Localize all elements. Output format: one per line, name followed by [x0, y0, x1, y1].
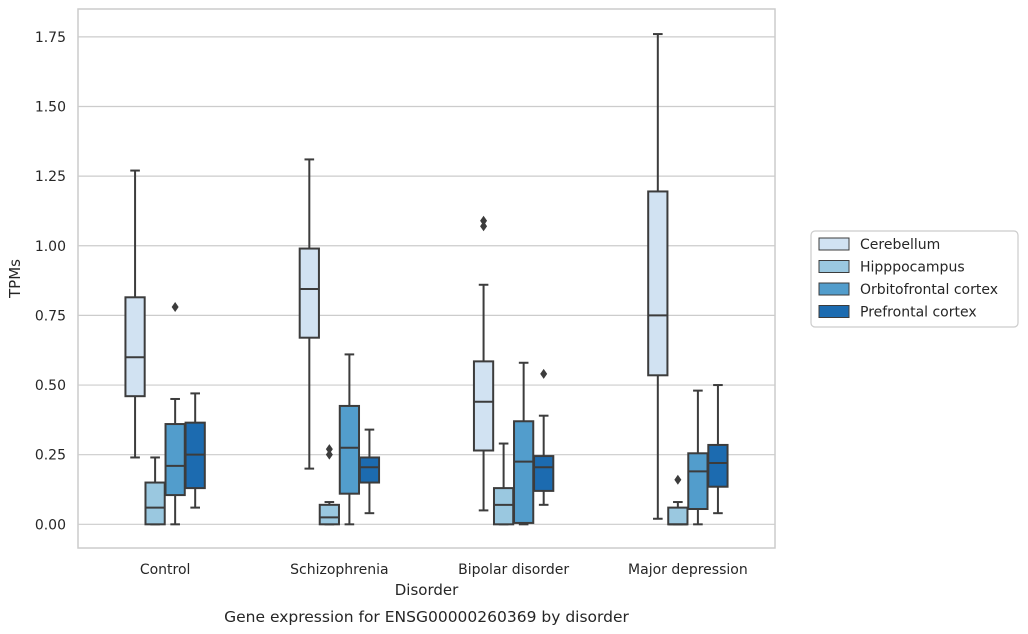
outlier-point — [674, 474, 682, 485]
outlier-point — [540, 368, 548, 379]
legend-swatch — [818, 305, 850, 318]
y-tick-label: 1.00 — [35, 239, 66, 255]
box-2-2 — [513, 361, 535, 526]
box-iqr — [667, 506, 689, 526]
box-0-1 — [144, 456, 166, 526]
box-3-2 — [687, 389, 709, 526]
outlier-point — [480, 215, 488, 226]
box-iqr — [647, 190, 669, 377]
box-3-0 — [647, 33, 669, 520]
x-tick-label: Control — [140, 562, 191, 578]
x-tick-label: Schizophrenia — [290, 562, 388, 578]
x-tick-label: Major depression — [628, 562, 748, 578]
legend-swatch — [818, 260, 850, 273]
legend-label: Hipppocampus — [860, 260, 965, 276]
y-tick-label: 1.25 — [35, 169, 66, 185]
y-tick-label: 0.00 — [35, 517, 66, 533]
outlier-point — [325, 444, 333, 455]
chart-caption: Gene expression for ENSG00000260369 by d… — [224, 608, 629, 626]
box-0-0 — [124, 169, 146, 459]
y-tick-label: 0.75 — [35, 308, 66, 324]
legend-swatch — [818, 282, 850, 296]
box-iqr — [164, 423, 186, 497]
box-1-0 — [298, 158, 320, 470]
box-iqr — [513, 420, 535, 524]
legend-label: Cerebellum — [860, 237, 940, 253]
box-1-2 — [338, 353, 361, 526]
box-iqr — [124, 296, 146, 398]
y-axis-label: TPMs — [6, 259, 24, 299]
outlier-point — [480, 221, 488, 232]
box-iqr — [707, 443, 729, 488]
legend: Cerebellum Hipppocampus Orbitofrontal cort… — [810, 230, 1019, 328]
box-iqr — [472, 360, 495, 452]
x-tick-label: Bipolar disorder — [458, 562, 569, 578]
box-0-2 — [164, 302, 186, 526]
y-tick-label: 1.75 — [35, 30, 66, 46]
legend-swatch — [818, 237, 850, 251]
box-iqr — [687, 452, 709, 511]
box-iqr — [318, 503, 340, 526]
legend-frame — [810, 230, 1019, 328]
box-3-3 — [707, 384, 729, 515]
box-iqr — [338, 404, 361, 495]
box-iqr — [144, 481, 166, 526]
y-tick-label: 0.50 — [35, 378, 66, 394]
outlier-point — [171, 302, 179, 313]
outlier-point — [325, 449, 333, 460]
box-1-1 — [318, 444, 340, 526]
boxes — [124, 33, 729, 526]
box-2-1 — [492, 442, 515, 526]
x-axis-label: Disorder — [395, 581, 459, 599]
box-1-3 — [358, 428, 381, 515]
x-tick-labels: Control Schizophrenia Bipolar disorder Majo… — [140, 562, 748, 578]
box-iqr — [298, 247, 320, 339]
y-tick-label: 1.50 — [35, 99, 66, 115]
legend-label: Orbitofrontal cortex — [860, 282, 998, 298]
box-0-3 — [184, 392, 206, 509]
box-iqr — [492, 487, 515, 526]
box-iqr — [533, 455, 555, 492]
plot-frame — [77, 8, 776, 549]
legend-label: Prefrontal cortex — [860, 305, 977, 321]
y-tick-label: 0.25 — [35, 448, 66, 464]
box-2-3 — [533, 368, 555, 506]
box-iqr — [358, 456, 381, 484]
box-2-0 — [472, 215, 495, 512]
box-3-1 — [667, 474, 689, 526]
y-tick-labels: 0.00 0.25 0.50 0.75 1.00 1.25 1.50 1.75 — [35, 30, 66, 533]
